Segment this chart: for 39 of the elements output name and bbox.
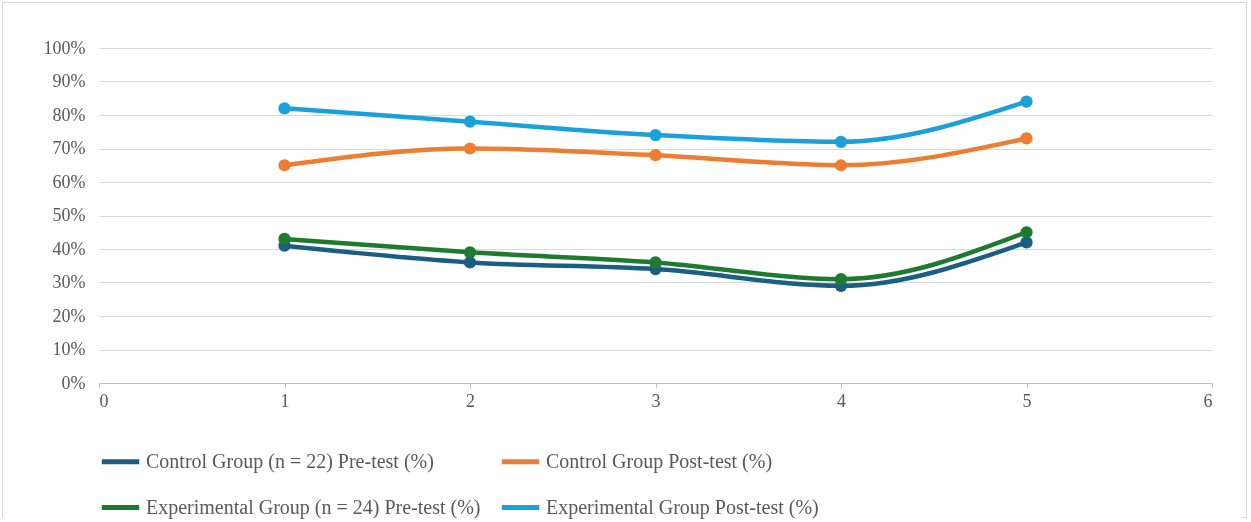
point — [463, 256, 477, 269]
point — [834, 273, 848, 286]
point — [1020, 95, 1033, 108]
point — [463, 246, 477, 259]
point — [649, 128, 662, 142]
x-tick-label: 6 — [1203, 390, 1213, 411]
point — [278, 159, 291, 172]
point — [834, 135, 848, 148]
point — [1020, 132, 1033, 145]
point — [649, 256, 662, 269]
x-tick-label: 5 — [1022, 390, 1032, 411]
y-tick-label: 60% — [52, 171, 86, 192]
point — [649, 149, 662, 162]
point — [834, 159, 848, 172]
y-tick-label: 10% — [52, 339, 86, 359]
point — [1020, 236, 1033, 249]
y-tick-label: 90% — [52, 71, 86, 91]
y-tick-label: 70% — [52, 138, 86, 158]
point — [1020, 226, 1033, 239]
legend-label: Experimental Group (n = 24) Pre-test (%) — [146, 495, 481, 519]
y-tick-label: 40% — [52, 238, 86, 259]
x-tick-label: 3 — [651, 390, 661, 411]
x-tick-label: 2 — [466, 390, 475, 411]
x-tick-label: 4 — [837, 390, 846, 411]
point — [278, 232, 291, 246]
y-tick-label: 50% — [52, 205, 86, 225]
y-tick-label: 100% — [43, 37, 86, 58]
legend-label: Control Group (n = 22) Pre-test (%) — [146, 449, 434, 473]
legend-label: Experimental Group Post-test (%) — [546, 495, 819, 519]
x-tick-label: 1 — [280, 390, 290, 411]
point — [463, 115, 477, 128]
point — [463, 142, 477, 155]
y-tick-label: 30% — [52, 272, 86, 292]
x-tick-label: 0 — [99, 390, 109, 411]
legend-label: Control Group Post-test (%) — [546, 449, 773, 473]
point — [278, 102, 291, 115]
y-tick-label: 80% — [52, 104, 86, 125]
y-tick-label: 0% — [61, 372, 86, 393]
y-tick-label: 20% — [52, 305, 86, 326]
